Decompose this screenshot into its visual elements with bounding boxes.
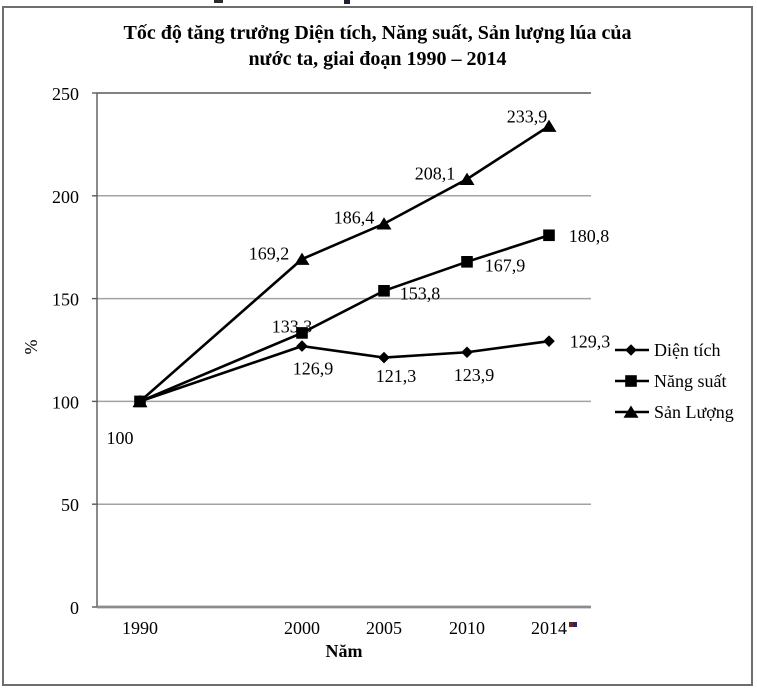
data-label-Năng suất-2000: 133,3: [272, 316, 313, 336]
chart-title-line1: Tốc độ tăng trưởng Diện tích, Năng suất,…: [123, 22, 632, 44]
data-label-Sản Lượng-2000: 169,2: [249, 244, 290, 264]
x-axis-title: Năm: [325, 641, 363, 661]
data-label-Diện tích-2010: 123,9: [454, 365, 495, 385]
top-artifact-1: [214, 0, 223, 3]
legend-marker-Sản Lượng: [623, 405, 639, 418]
legend-label-Sản Lượng: Sản Lượng: [654, 402, 734, 422]
data-label-Năng suất-2014: 180,8: [569, 226, 610, 246]
series-marker-Năng suất-2014: [543, 229, 555, 242]
data-label-Năng suất-2010: 167,9: [485, 255, 526, 275]
series-marker-Năng suất-2000: [296, 327, 308, 339]
data-label-Diện tích-2000: 126,9: [293, 359, 334, 379]
data-label-Diện tích-1990: 100: [107, 428, 134, 448]
x-tick-label-2000: 2000: [284, 618, 320, 638]
y-tick-label-100: 100: [52, 392, 79, 412]
small-artifact: [569, 622, 573, 627]
series-marker-Năng suất-2005: [378, 284, 390, 297]
y-tick-label-250: 250: [52, 84, 79, 104]
data-label-Sản Lượng-2014: 233,9: [507, 107, 548, 127]
series-marker-Năng suất-2010: [461, 255, 473, 268]
chart-title-line2: nước ta, giai đoạn 1990 – 2014: [248, 48, 507, 70]
data-label-Sản Lượng-2005: 186,4: [334, 207, 375, 227]
data-label-Diện tích-2014: 129,3: [570, 332, 611, 352]
data-label-Sản Lượng-2010: 208,1: [415, 164, 456, 184]
series-marker-Sản Lượng-2000: [294, 252, 310, 265]
x-tick-label-2005: 2005: [366, 618, 402, 638]
data-label-Năng suất-2005: 153,8: [400, 283, 441, 303]
small-artifact: [573, 622, 577, 627]
x-tick-label-2014: 2014: [531, 618, 567, 638]
series-marker-Sản Lượng-2010: [459, 172, 475, 185]
legend-label-Diện tích: Diện tích: [654, 340, 720, 360]
y-tick-label-150: 150: [52, 290, 79, 310]
series-marker-Diện tích-2014: [543, 335, 555, 347]
series-marker-Sản Lượng-2014: [541, 119, 557, 132]
series-marker-Diện tích-2010: [461, 346, 473, 359]
y-tick-label-200: 200: [52, 187, 79, 207]
y-tick-label-0: 0: [70, 598, 79, 618]
figure-border: [2, 6, 753, 686]
x-tick-label-2010: 2010: [449, 618, 485, 638]
legend-marker-Diện tích: [625, 344, 637, 356]
top-artifact-2: [344, 0, 350, 4]
chart-title: Tốc độ tăng trưởng Diện tích, Năng suất,…: [3, 20, 752, 72]
x-tick-label-1990: 1990: [122, 618, 158, 638]
data-label-Diện tích-2005: 121,3: [376, 366, 417, 386]
series-marker-Năng suất-1990: [134, 395, 146, 408]
series-marker-Diện tích-2005: [378, 351, 390, 364]
y-tick-label-50: 50: [61, 495, 79, 515]
series-marker-Diện tích-2000: [296, 340, 308, 352]
series-marker-Sản Lượng-2005: [376, 217, 392, 230]
legend-label-Năng suất: Năng suất: [654, 371, 726, 391]
legend-marker-Năng suất: [625, 375, 637, 387]
